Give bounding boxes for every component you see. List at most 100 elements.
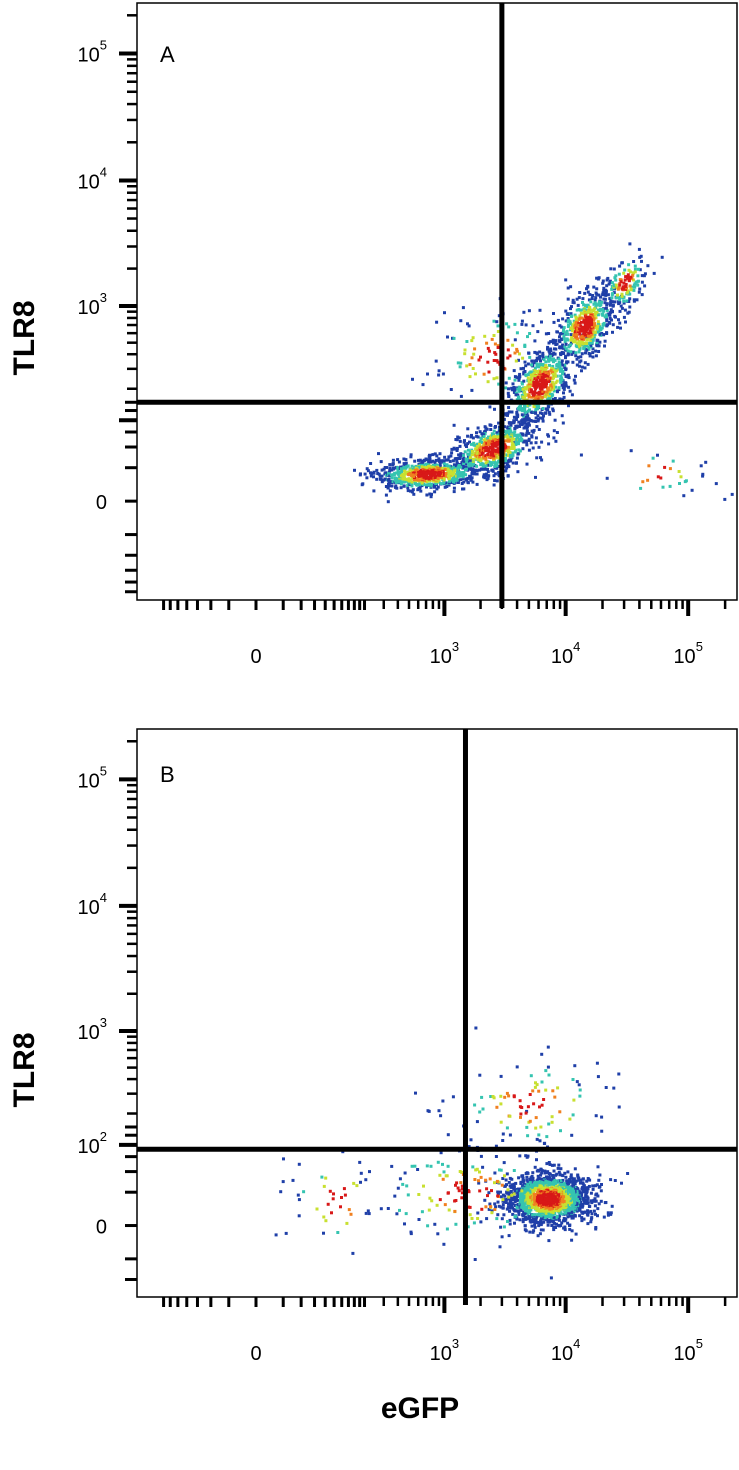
data-point <box>551 371 554 375</box>
data-point <box>411 488 415 492</box>
data-point <box>523 396 527 400</box>
data-point <box>533 339 537 343</box>
data-point <box>508 1218 512 1222</box>
data-point <box>597 293 601 297</box>
data-point <box>533 1213 537 1217</box>
data-point <box>534 1126 538 1130</box>
data-point <box>445 1174 449 1178</box>
data-point <box>572 1098 576 1102</box>
data-point <box>527 431 531 435</box>
data-point <box>550 380 554 384</box>
data-point <box>488 1177 492 1181</box>
data-point <box>547 370 551 374</box>
data-point <box>613 314 617 318</box>
data-point <box>566 1183 570 1187</box>
data-point <box>455 1181 459 1185</box>
data-point <box>465 340 469 343</box>
data-point <box>565 1192 569 1196</box>
data-point <box>493 463 497 467</box>
data-point <box>525 462 529 466</box>
data-point <box>513 1208 517 1212</box>
data-point <box>470 1217 474 1220</box>
data-point <box>492 1096 496 1100</box>
data-point <box>591 1187 595 1191</box>
data-point <box>507 465 511 469</box>
data-point <box>539 1173 543 1177</box>
data-point <box>536 1234 540 1238</box>
data-point <box>546 388 550 392</box>
data-point <box>432 472 436 476</box>
data-point <box>594 1226 598 1229</box>
data-point <box>460 471 464 475</box>
data-point <box>589 1209 593 1213</box>
data-point <box>523 1224 527 1228</box>
data-point <box>512 1185 516 1189</box>
data-point <box>406 486 410 490</box>
data-point <box>528 355 532 359</box>
data-point <box>529 1191 533 1195</box>
data-point <box>492 444 496 448</box>
data-point <box>483 473 487 477</box>
data-point <box>573 1209 577 1213</box>
data-point <box>564 1205 568 1209</box>
data-point <box>557 386 561 390</box>
data-point <box>596 1194 600 1198</box>
data-point <box>507 325 511 329</box>
data-point <box>571 329 575 333</box>
data-point <box>628 242 632 246</box>
data-point <box>598 340 602 344</box>
data-point <box>593 313 597 317</box>
data-point <box>619 304 623 308</box>
data-point <box>420 1210 424 1214</box>
data-point <box>550 367 554 371</box>
data-point <box>529 441 533 445</box>
data-point <box>551 372 555 376</box>
data-point <box>595 1061 599 1065</box>
data-point <box>580 339 584 343</box>
data-point <box>465 460 469 464</box>
data-point <box>602 286 606 290</box>
data-point <box>538 386 542 390</box>
data-point <box>473 347 477 351</box>
data-point <box>372 475 375 479</box>
data-point <box>531 1089 535 1093</box>
data-point <box>475 446 479 450</box>
data-point <box>497 471 501 474</box>
data-point <box>564 368 568 372</box>
data-point <box>510 443 514 447</box>
data-point <box>595 342 599 346</box>
data-point <box>428 471 432 475</box>
data-point <box>579 355 583 359</box>
data-point <box>503 457 507 460</box>
data-point <box>430 1199 434 1203</box>
data-point <box>576 330 580 334</box>
data-point <box>605 319 609 323</box>
data-point <box>525 1155 529 1159</box>
data-point <box>440 482 443 486</box>
data-point <box>499 1120 503 1124</box>
data-point <box>452 475 455 479</box>
data-point <box>322 1231 325 1235</box>
data-point <box>551 1211 555 1215</box>
data-point <box>578 364 581 368</box>
data-point <box>404 466 407 470</box>
y-tick-label: 102 <box>78 1129 107 1158</box>
data-point <box>578 308 582 312</box>
data-point <box>637 247 641 251</box>
data-point <box>592 307 596 311</box>
data-point <box>593 1204 597 1208</box>
data-point <box>528 1189 532 1193</box>
data-point <box>476 451 480 455</box>
data-point <box>514 440 518 444</box>
data-point <box>575 1209 579 1213</box>
data-point <box>582 1217 586 1221</box>
data-point <box>587 345 591 349</box>
data-point <box>636 274 640 278</box>
x-tick-label: 103 <box>430 1336 459 1365</box>
data-point <box>386 1207 390 1210</box>
data-point <box>503 425 506 429</box>
data-point <box>492 334 496 337</box>
data-point <box>603 339 607 343</box>
data-point <box>484 464 488 468</box>
data-point <box>584 1193 588 1197</box>
